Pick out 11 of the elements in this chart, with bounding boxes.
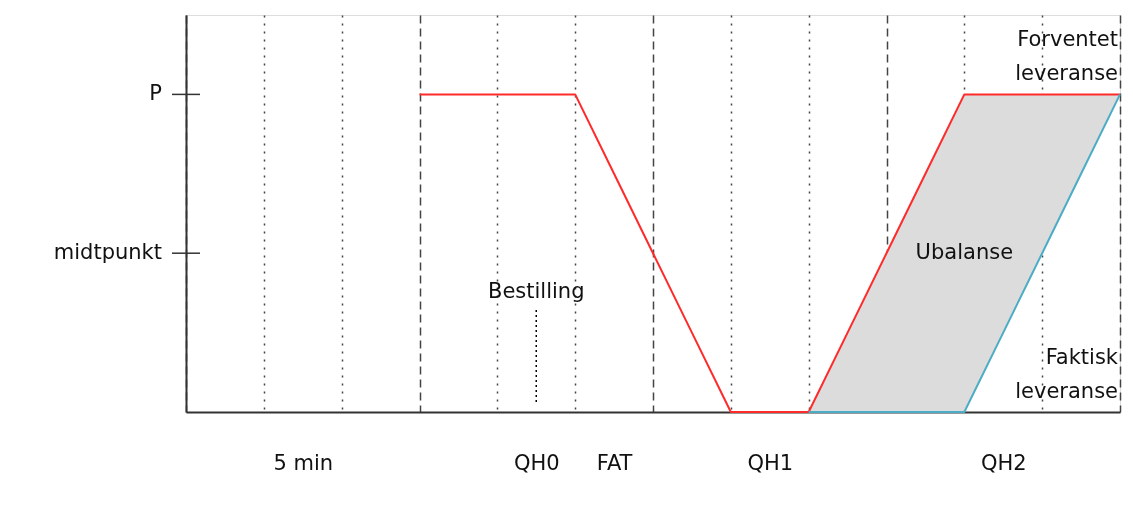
x-tick-label: 5 min [273, 450, 334, 475]
x-tick-label: QH0 [513, 450, 560, 475]
x-tick-label: QH1 [747, 450, 794, 475]
ref-line-label: midtpunkt [53, 240, 162, 265]
x-tick-label: QH2 [980, 450, 1027, 475]
annotation: Ubalanse [915, 240, 1014, 265]
x-tick-label: FAT [596, 450, 633, 475]
series-label: Faktisk leveranse [1015, 345, 1119, 403]
series-label: Forventet leveranse [1015, 27, 1118, 86]
ref-line-label: P [149, 81, 162, 106]
annotation: Bestilling [488, 279, 585, 303]
